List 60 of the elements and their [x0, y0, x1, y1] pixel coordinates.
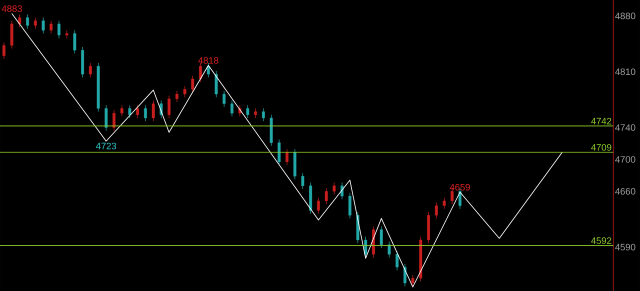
- candlestick: [168, 95, 171, 118]
- y-tick-label: 4740: [615, 124, 636, 131]
- annotation: 4659: [450, 184, 470, 191]
- candlestick: [104, 104, 108, 132]
- candlestick: [183, 86, 186, 98]
- candlestick: [175, 90, 178, 102]
- candlestick: [58, 20, 60, 39]
- ref-line-label: 4742: [591, 118, 612, 124]
- candlestick: [2, 42, 6, 60]
- candlestick: [332, 182, 336, 195]
- candlestick: [442, 197, 446, 210]
- candlestick: [434, 202, 438, 219]
- candlestick: [199, 62, 202, 82]
- candlestick: [396, 250, 399, 271]
- candlestick: [191, 75, 194, 93]
- candlestick: [73, 30, 76, 54]
- candlestick: [246, 104, 250, 118]
- candlestick: [10, 20, 14, 49]
- ref-line-label: 4709: [591, 144, 612, 151]
- candlestick: [206, 62, 210, 78]
- candlestick: [26, 14, 29, 30]
- candlestick: [136, 104, 140, 118]
- candlestick: [112, 110, 116, 132]
- candlestick: [301, 172, 304, 190]
- annotation: 4723: [96, 142, 116, 150]
- y-tick-label: 4810: [615, 68, 636, 76]
- candlestick: [348, 192, 352, 219]
- ref-line-label: 4592: [591, 237, 612, 244]
- candlestick: [388, 241, 391, 258]
- candlestick: [364, 236, 368, 258]
- candlestick: [230, 100, 234, 117]
- candlestick: [380, 226, 383, 248]
- y-tick-label: 4660: [615, 188, 636, 195]
- candlestick: [144, 104, 147, 122]
- candlestick: [120, 104, 124, 117]
- candlestick: [340, 182, 344, 200]
- y-tick-label: 4880: [615, 12, 636, 20]
- candlestick: [42, 17, 45, 34]
- candlestick: [324, 188, 328, 204]
- candlestick: [50, 20, 53, 34]
- candlestick: [316, 197, 320, 214]
- candlestick: [254, 108, 258, 118]
- candlestick: [214, 70, 218, 98]
- candlestick: [81, 46, 84, 78]
- candlestick: [152, 100, 155, 122]
- candlestick: [18, 14, 22, 28]
- annotation: 4818: [198, 57, 218, 64]
- annotation: 4883: [2, 5, 22, 12]
- line-series: [11, 13, 563, 288]
- candlestick: [34, 17, 37, 30]
- candlestick: [286, 148, 288, 166]
- candlestick: [403, 264, 406, 287]
- candlestick: [88, 62, 92, 78]
- candlestick: [411, 274, 414, 287]
- candlestick: [262, 108, 265, 122]
- y-tick-label: 4590: [615, 244, 636, 250]
- candlestick: [293, 148, 296, 180]
- y-tick-label: 4700: [615, 156, 636, 163]
- candlestick: [128, 104, 132, 118]
- candlestick: [222, 90, 226, 108]
